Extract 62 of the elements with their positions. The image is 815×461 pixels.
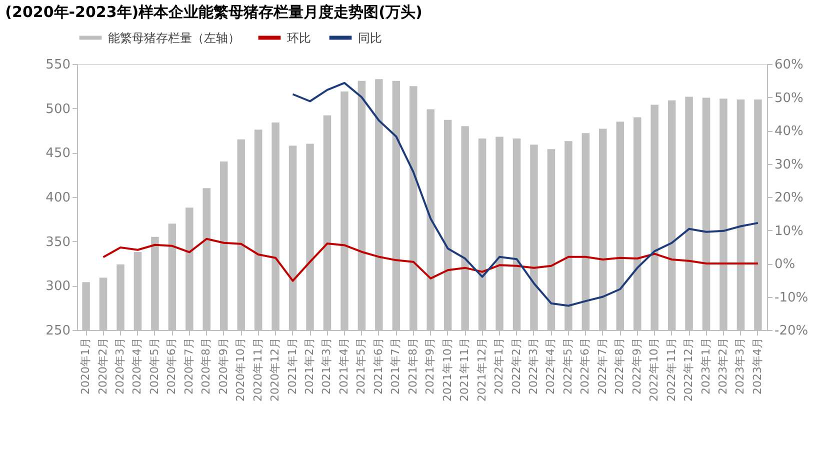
x-tick-label: 2023年1月 xyxy=(699,338,712,394)
x-tick-label: 2022年1月 xyxy=(492,338,506,394)
x-tick-label: 2022年7月 xyxy=(596,338,609,394)
y-tick-label: 500 xyxy=(46,102,70,117)
line-series xyxy=(102,238,759,282)
y2-tick-label: 50% xyxy=(774,90,804,106)
y-tick-label: 550 xyxy=(46,58,70,72)
x-tick-label: 2021年7月 xyxy=(389,338,402,394)
x-tick-label: 2020年4月 xyxy=(130,338,144,394)
x-tick-label: 2021年5月 xyxy=(354,338,368,394)
legend-label: 能繁母猪存栏量（左轴） xyxy=(108,30,240,45)
x-tick-label: 2022年9月 xyxy=(630,338,644,394)
x-tick-label: 2021年12月 xyxy=(475,338,488,402)
legend-label: 环比 xyxy=(287,30,311,45)
y-tick-label: 250 xyxy=(46,324,70,338)
y2-tick-label: -20% xyxy=(774,324,808,338)
x-tick-label: 2020年2月 xyxy=(96,338,110,394)
x-tick-label: 2022年4月 xyxy=(544,338,558,394)
y2-tick-label: 60% xyxy=(774,58,804,72)
line-series xyxy=(292,82,759,307)
x-tick-label: 2020年8月 xyxy=(200,338,213,394)
x-tick-label: 2020年12月 xyxy=(268,338,282,402)
x-tick-label: 2020年7月 xyxy=(182,338,196,394)
y2-tick-label: -10% xyxy=(774,290,808,306)
chart-title: (2020年-2023年)样本企业能繁母猪存栏量月度走势图(万头) xyxy=(5,3,422,21)
x-tick-label: 2022年8月 xyxy=(613,338,626,394)
x-tick-label: 2020年9月 xyxy=(216,338,230,394)
x-tick-label: 2020年11月 xyxy=(251,338,264,402)
y2-tick-label: 30% xyxy=(774,157,804,172)
y-tick-label: 300 xyxy=(46,279,70,294)
x-tick-label: 2020年3月 xyxy=(114,338,126,394)
y2-tick-label: 20% xyxy=(774,190,804,206)
x-tick-label: 2023年3月 xyxy=(734,338,747,394)
x-tick-label: 2021年4月 xyxy=(337,338,350,394)
x-tick-label: 2021年10月 xyxy=(440,338,454,402)
x-tick-label: 2023年4月 xyxy=(750,338,764,394)
y2-tick-label: 40% xyxy=(774,124,804,139)
legend-label: 同比 xyxy=(358,30,382,45)
x-tick-label: 2020年10月 xyxy=(234,338,248,402)
x-tick-label: 2022年3月 xyxy=(526,338,540,394)
x-tick-label: 2022年2月 xyxy=(510,338,523,394)
x-tick-label: 2021年2月 xyxy=(303,338,316,394)
x-tick-label: 2021年9月 xyxy=(424,338,437,394)
x-tick-label: 2021年8月 xyxy=(406,338,420,394)
x-tick-label: 2020年5月 xyxy=(148,338,161,394)
y2-tick-label: 0% xyxy=(774,257,796,272)
x-tick-label: 2023年2月 xyxy=(716,338,730,394)
x-tick-label: 2021年3月 xyxy=(320,338,334,394)
x-tick-label: 2022年12月 xyxy=(682,338,696,402)
y2-tick-label: 10% xyxy=(774,224,804,239)
x-tick-label: 2022年6月 xyxy=(578,338,592,394)
x-tick-label: 2022年10月 xyxy=(648,338,661,402)
x-tick-label: 2021年11月 xyxy=(458,338,472,402)
y-tick-label: 400 xyxy=(46,190,70,206)
y-tick-label: 450 xyxy=(46,146,70,162)
x-tick-label: 2022年11月 xyxy=(664,338,678,402)
y-tick-label: 350 xyxy=(46,234,70,250)
x-tick-label: 2021年6月 xyxy=(372,338,385,394)
x-tick-label: 2020年1月 xyxy=(79,338,92,394)
x-tick-label: 2022年5月 xyxy=(561,338,574,394)
x-tick-label: 2021年1月 xyxy=(286,338,299,394)
x-tick-label: 2020年6月 xyxy=(165,338,178,394)
